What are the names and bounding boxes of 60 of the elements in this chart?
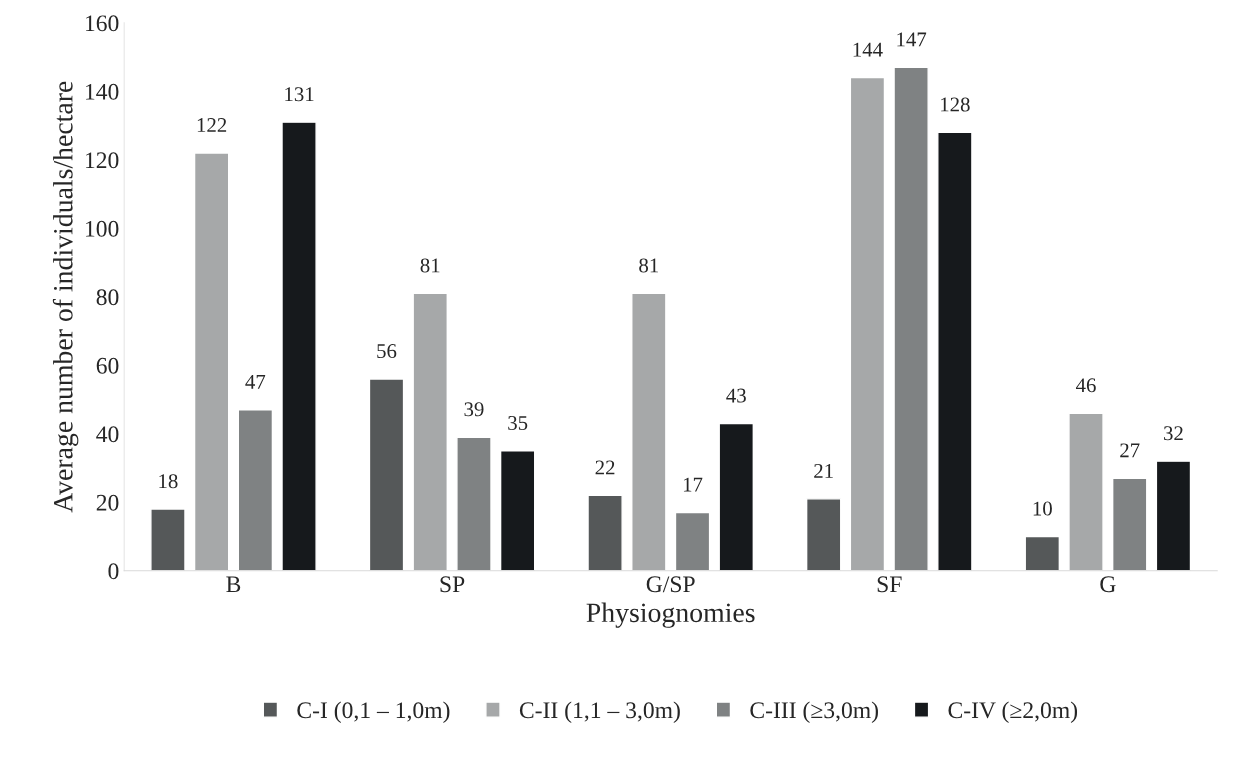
data-label: 46 bbox=[1075, 378, 1096, 393]
data-label: 131 bbox=[285, 87, 314, 102]
data-label: 144 bbox=[853, 42, 883, 57]
bar bbox=[718, 422, 755, 571]
y-tick-label: 120 bbox=[86, 152, 119, 169]
data-label: 39 bbox=[464, 402, 484, 417]
data-label: 81 bbox=[420, 258, 440, 273]
bar bbox=[456, 436, 492, 571]
y-tick-label: 140 bbox=[86, 83, 119, 100]
x-tick-label: G/SP bbox=[646, 576, 695, 593]
bar bbox=[1024, 535, 1061, 571]
legend-label: C-II (1,1 – 3,0m) bbox=[519, 701, 680, 723]
data-label: 47 bbox=[245, 374, 266, 389]
x-axis-title: Physiognomies bbox=[586, 602, 755, 628]
bar bbox=[237, 409, 274, 571]
data-label: 32 bbox=[1164, 426, 1183, 441]
bar bbox=[937, 131, 973, 571]
y-tick-label: 0 bbox=[108, 563, 119, 580]
data-label: 17 bbox=[683, 477, 703, 492]
y-axis-title: Average number of individuals/hectare bbox=[52, 81, 79, 513]
data-label: 10 bbox=[1033, 501, 1052, 516]
data-label: 21 bbox=[814, 463, 833, 478]
y-tick-label: 60 bbox=[96, 357, 119, 374]
y-tick-label: 80 bbox=[96, 289, 119, 306]
bar bbox=[1155, 460, 1192, 571]
data-label: 81 bbox=[639, 258, 658, 273]
data-label: 128 bbox=[941, 97, 970, 112]
data-label: 35 bbox=[508, 415, 528, 430]
x-tick-label: SF bbox=[877, 576, 902, 593]
bar bbox=[805, 498, 842, 571]
y-tick-label: 20 bbox=[96, 494, 119, 511]
bar bbox=[412, 292, 448, 571]
bar bbox=[674, 511, 711, 571]
x-tick-label: SP bbox=[440, 576, 465, 593]
bar bbox=[281, 121, 317, 571]
legend-label: C-III (≥3,0m) bbox=[750, 701, 878, 723]
data-label: 22 bbox=[595, 460, 615, 475]
y-tick-label: 160 bbox=[86, 15, 119, 32]
data-label: 56 bbox=[377, 344, 397, 359]
x-tick-label: B bbox=[226, 576, 241, 593]
bar bbox=[499, 450, 536, 571]
bar bbox=[587, 494, 623, 571]
bar bbox=[893, 66, 929, 571]
bar bbox=[368, 378, 405, 571]
data-label: 122 bbox=[197, 118, 227, 132]
data-label: 147 bbox=[897, 32, 927, 47]
legend-label: C-IV (≥2,0m) bbox=[948, 701, 1078, 723]
data-label: 27 bbox=[1120, 443, 1140, 458]
bar bbox=[150, 508, 186, 571]
y-tick-label: 100 bbox=[86, 220, 119, 237]
y-tick-label: 40 bbox=[96, 426, 119, 443]
bar bbox=[1111, 477, 1148, 571]
bar bbox=[193, 152, 230, 571]
legend-label: C-I (0,1 – 1,0m) bbox=[297, 701, 450, 723]
data-label: 18 bbox=[159, 474, 178, 489]
data-label: 43 bbox=[726, 388, 746, 403]
x-tick-label: G bbox=[1100, 576, 1116, 593]
bar bbox=[631, 292, 667, 571]
bar bbox=[849, 76, 886, 571]
bar bbox=[1068, 412, 1104, 571]
